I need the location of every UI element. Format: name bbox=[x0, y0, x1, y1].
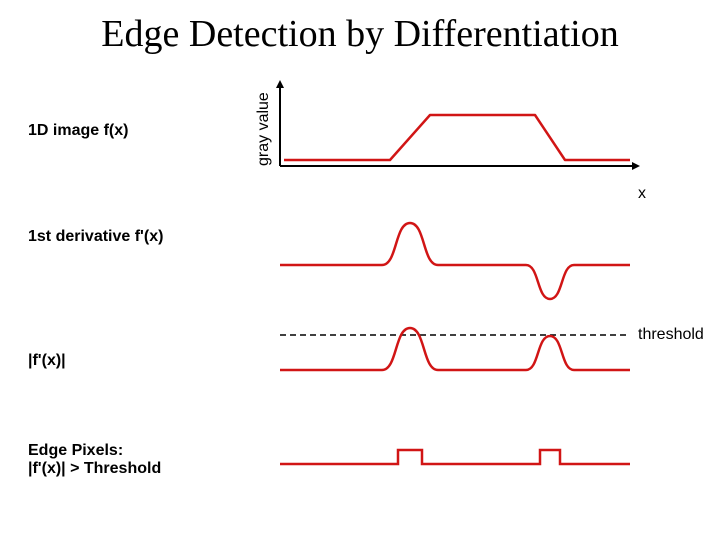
panel-edge-pixels bbox=[280, 430, 680, 480]
label-edge-pixels-1: Edge Pixels: bbox=[28, 442, 123, 460]
panel-abs-derivative bbox=[280, 320, 680, 390]
ylabel-gray-value: gray value bbox=[255, 92, 273, 166]
label-abs-derivative: |f'(x)| bbox=[28, 352, 66, 370]
label-derivative: 1st derivative f'(x) bbox=[28, 228, 163, 246]
label-1d-image: 1D image f(x) bbox=[28, 122, 128, 140]
panel-derivative bbox=[280, 215, 680, 285]
xlabel: x bbox=[638, 185, 646, 203]
label-edge-pixels-2: |f'(x)| > Threshold bbox=[28, 460, 161, 478]
panel-1d-image bbox=[280, 80, 680, 180]
page-title: Edge Detection by Differentiation bbox=[0, 12, 720, 56]
